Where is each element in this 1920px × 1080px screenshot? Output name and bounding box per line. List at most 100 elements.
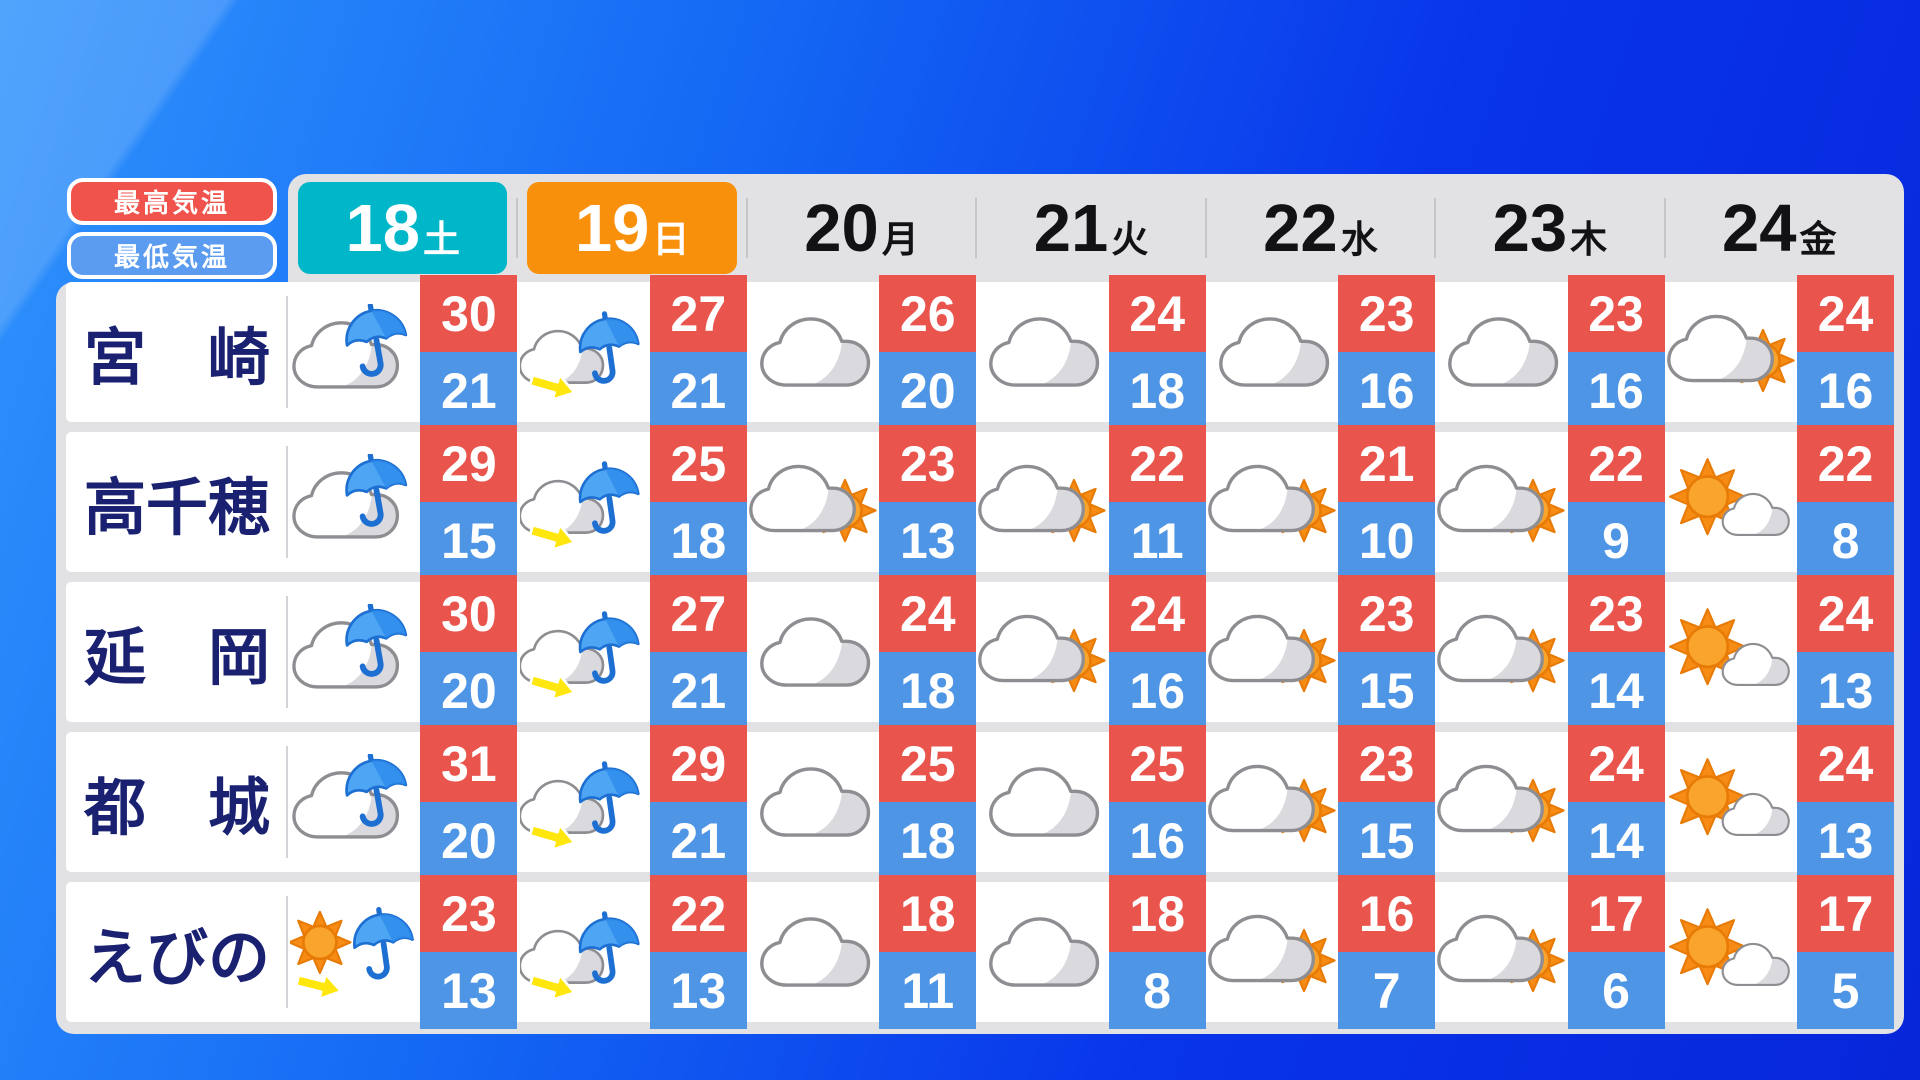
day-cell: 23 13 — [747, 425, 977, 579]
cloudy-partly-sunny-icon — [1208, 614, 1336, 693]
low-temp: 14 — [1567, 802, 1665, 879]
day-cell: 29 21 — [517, 725, 747, 879]
temp-cell: 30 21 — [420, 275, 518, 429]
low-temp: 20 — [420, 802, 518, 879]
sunny-partly-cloudy-icon — [1668, 758, 1790, 836]
high-temp: 22 — [1567, 425, 1665, 502]
rain-umbrella-icon — [292, 304, 408, 389]
low-temp: 13 — [1797, 802, 1894, 879]
temp-cell: 24 18 — [1108, 275, 1206, 429]
high-temp: 31 — [420, 725, 518, 802]
temp-cell: 29 15 — [420, 425, 518, 579]
temp-cell: 23 13 — [420, 875, 518, 1029]
cloudy-then-rain-icon — [519, 761, 640, 850]
temp-cell: 18 11 — [879, 875, 977, 1029]
cloudy-icon — [760, 317, 871, 387]
day-cell: 25 18 — [517, 425, 747, 579]
icon-box — [1206, 732, 1338, 872]
icon-box — [747, 582, 879, 722]
icon-box — [1435, 882, 1567, 1022]
icon-box — [517, 282, 649, 422]
date-header-19: 19 日 — [516, 174, 746, 282]
temp-cell: 25 18 — [649, 425, 747, 579]
high-temp: 23 — [1338, 275, 1436, 352]
icon-box — [288, 282, 420, 422]
day-cell: 23 14 — [1435, 575, 1665, 729]
icon-box — [1665, 432, 1797, 572]
date-weekday: 金 — [1799, 218, 1837, 260]
day-cell: 24 13 — [1665, 725, 1894, 879]
cloudy-partly-sunny-icon — [1437, 464, 1565, 543]
day-cell: 23 13 — [288, 875, 518, 1029]
low-temp: 11 — [879, 952, 977, 1029]
temp-cell: 24 13 — [1797, 725, 1894, 879]
icon-box — [747, 432, 879, 572]
temp-cell: 24 16 — [1797, 275, 1894, 429]
icon-box — [517, 882, 649, 1022]
high-temp: 23 — [1338, 575, 1436, 652]
high-temp: 30 — [420, 275, 518, 352]
date-header-18: 18 土 — [288, 174, 517, 282]
high-temp: 17 — [1567, 875, 1665, 952]
forecast-body: 宮 崎 30 21 27 21 26 20 24 18 23 16 — [56, 275, 1904, 1034]
icon-box — [517, 432, 649, 572]
low-temp: 16 — [1338, 352, 1436, 429]
cloudy-icon — [760, 767, 871, 837]
day-cell: 27 21 — [517, 275, 747, 429]
day-cell: 25 16 — [976, 725, 1206, 879]
temp-cell: 23 13 — [879, 425, 977, 579]
date-weekday: 土 — [422, 218, 460, 260]
date-number: 23 — [1492, 190, 1568, 266]
rain-umbrella-icon — [292, 604, 408, 689]
icon-box — [1435, 432, 1567, 572]
date-chip: 22 水 — [1206, 174, 1435, 282]
cloudy-partly-sunny-icon — [978, 614, 1107, 693]
icon-box — [1665, 582, 1797, 722]
high-temp: 21 — [1338, 425, 1436, 502]
city-name: 都 城 — [83, 774, 270, 843]
forecast-row-4: 都 城 31 20 29 21 25 18 25 16 23 15 — [66, 725, 1894, 879]
temp-cell: 25 16 — [1108, 725, 1206, 879]
date-chip: 20 月 — [747, 174, 976, 282]
low-temp: 18 — [1108, 352, 1206, 429]
low-temp: 16 — [1108, 802, 1206, 879]
date-weekday: 月 — [881, 218, 919, 260]
cloudy-icon — [989, 917, 1100, 987]
temp-cell: 23 14 — [1567, 575, 1665, 729]
day-cell: 22 8 — [1665, 425, 1894, 579]
temp-cell: 17 6 — [1567, 875, 1665, 1029]
date-number: 24 — [1722, 190, 1797, 266]
high-temp: 23 — [420, 875, 518, 952]
day-cell: 25 18 — [747, 725, 977, 879]
date-header-20: 20 月 — [745, 174, 976, 282]
icon-box — [1206, 582, 1338, 722]
date-header-22: 22 水 — [1204, 174, 1435, 282]
day-cell: 23 16 — [1435, 275, 1665, 429]
high-temp: 25 — [1108, 725, 1206, 802]
temp-cell: 31 20 — [420, 725, 518, 879]
low-temp: 15 — [420, 502, 518, 579]
temp-cell: 24 14 — [1567, 725, 1665, 879]
high-temp: 23 — [879, 425, 977, 502]
temp-cell: 21 10 — [1338, 425, 1436, 579]
date-header-21: 21 火 — [975, 174, 1205, 282]
day-cell: 22 13 — [517, 875, 747, 1029]
icon-box — [1665, 732, 1797, 872]
high-temp: 29 — [420, 425, 518, 502]
icon-box — [1665, 282, 1797, 422]
high-temp: 16 — [1338, 875, 1436, 952]
date-chip: 18 土 — [298, 182, 508, 274]
header-row: 最高気温 最低気温 18 土 19 日 20 月 21 火 22 水 23 — [56, 174, 1904, 282]
date-number: 20 — [804, 190, 879, 266]
date-chip: 21 火 — [976, 174, 1205, 282]
cloudy-icon — [1219, 317, 1330, 387]
low-temp: 13 — [420, 952, 518, 1029]
icon-box — [1435, 582, 1567, 722]
icon-box — [976, 582, 1108, 722]
high-temp: 24 — [1797, 575, 1894, 652]
temp-cell: 27 21 — [649, 275, 747, 429]
cloudy-partly-sunny-icon — [1437, 914, 1565, 993]
cloudy-partly-sunny-icon — [1208, 764, 1336, 843]
icon-box — [1206, 282, 1338, 422]
temp-cell: 22 9 — [1567, 425, 1665, 579]
